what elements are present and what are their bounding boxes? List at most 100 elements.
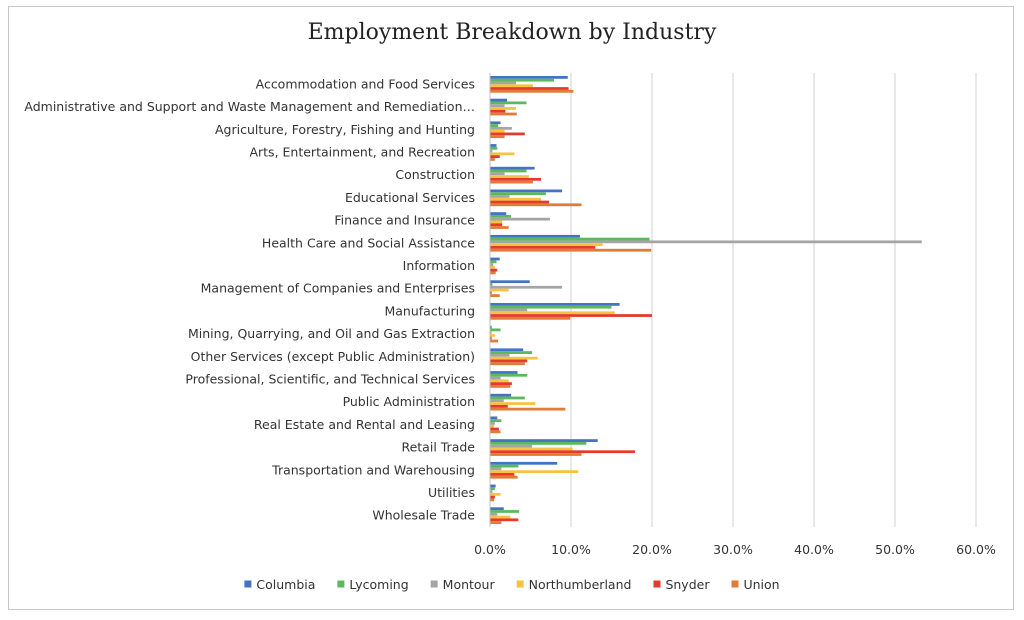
bar bbox=[490, 172, 505, 176]
bar bbox=[490, 223, 503, 227]
bar bbox=[490, 87, 569, 90]
bar bbox=[490, 257, 500, 261]
bar bbox=[490, 263, 494, 266]
bar bbox=[490, 336, 492, 340]
bar bbox=[490, 129, 505, 133]
x-tick-label: 60.0% bbox=[956, 542, 996, 557]
legend-label: Northumberland bbox=[529, 577, 632, 592]
bar bbox=[490, 144, 497, 147]
legend-label: Union bbox=[743, 577, 779, 592]
bar bbox=[490, 212, 507, 215]
bar bbox=[490, 424, 495, 428]
bar bbox=[490, 362, 525, 366]
bar bbox=[490, 109, 506, 113]
bar bbox=[490, 89, 574, 93]
bar bbox=[490, 402, 536, 405]
bar bbox=[490, 359, 528, 363]
bar bbox=[490, 240, 922, 244]
bar bbox=[490, 121, 501, 125]
bar bbox=[490, 453, 582, 456]
bar bbox=[490, 487, 495, 491]
bar bbox=[490, 328, 501, 332]
bar bbox=[490, 101, 527, 105]
bar bbox=[490, 271, 496, 275]
bar bbox=[490, 334, 495, 337]
bar bbox=[490, 351, 533, 354]
bar bbox=[490, 507, 504, 511]
category-label: Wholesale Trade bbox=[372, 508, 475, 523]
bar bbox=[490, 356, 538, 360]
bar bbox=[490, 316, 571, 320]
category-label: Educational Services bbox=[345, 190, 475, 205]
category-label: Other Services (except Public Administra… bbox=[191, 349, 475, 364]
bar bbox=[490, 283, 493, 286]
bar bbox=[490, 376, 501, 380]
bar bbox=[490, 192, 546, 196]
bar bbox=[490, 461, 558, 465]
bar bbox=[490, 308, 528, 312]
bar bbox=[490, 288, 509, 292]
category-label: Arts, Entertainment, and Recreation bbox=[249, 144, 475, 159]
bar bbox=[490, 260, 497, 264]
bar bbox=[490, 291, 492, 295]
bar bbox=[490, 353, 510, 357]
category-label: Manufacturing bbox=[384, 303, 475, 318]
category-label: Accommodation and Food Services bbox=[256, 76, 475, 91]
bar bbox=[490, 441, 587, 445]
bar bbox=[490, 166, 535, 170]
legend-swatch bbox=[653, 580, 661, 588]
bar bbox=[490, 303, 620, 306]
bar bbox=[490, 475, 518, 479]
category-label: Professional, Scientific, and Technical … bbox=[185, 371, 475, 386]
category-label: Information bbox=[403, 258, 475, 273]
bar bbox=[490, 399, 504, 403]
x-tick-labels: 0.0% 10.0% 20.0% 30.0% 40.0% 50.0% 60.0% bbox=[474, 542, 996, 557]
legend-swatch bbox=[731, 580, 739, 588]
bar bbox=[490, 226, 509, 229]
category-label: Public Administration bbox=[343, 394, 475, 409]
bar bbox=[490, 404, 508, 408]
legend-label: Lycoming bbox=[349, 577, 408, 592]
bar bbox=[490, 450, 635, 454]
bar bbox=[490, 515, 511, 519]
category-label: Mining, Quarrying, and Oil and Gas Extra… bbox=[188, 326, 475, 341]
legend-swatch bbox=[516, 580, 524, 588]
bar bbox=[490, 285, 563, 289]
legend-swatch bbox=[337, 580, 345, 588]
bar bbox=[490, 373, 528, 377]
bar bbox=[490, 78, 554, 82]
x-tick-label: 50.0% bbox=[875, 542, 915, 557]
bar bbox=[490, 124, 499, 127]
bar bbox=[490, 484, 496, 488]
bar bbox=[490, 492, 501, 496]
category-label: Construction bbox=[395, 167, 475, 182]
bar bbox=[490, 348, 524, 352]
bar bbox=[490, 107, 516, 110]
bar bbox=[490, 195, 510, 198]
bar bbox=[490, 214, 512, 218]
bar bbox=[490, 393, 512, 397]
bar bbox=[490, 495, 495, 499]
bar bbox=[490, 311, 615, 315]
category-label: Agriculture, Forestry, Fishing and Hunti… bbox=[215, 122, 475, 137]
x-tick-label: 20.0% bbox=[632, 542, 672, 557]
x-tick-label: 0.0% bbox=[474, 542, 506, 557]
bar bbox=[490, 339, 499, 343]
bar bbox=[490, 203, 582, 207]
bar bbox=[490, 331, 492, 335]
category-label: Utilities bbox=[428, 485, 475, 500]
bar bbox=[490, 521, 502, 524]
bar bbox=[490, 439, 598, 442]
category-label: Retail Trade bbox=[401, 440, 475, 455]
bar bbox=[490, 294, 500, 297]
bar bbox=[490, 464, 519, 468]
legend-swatch bbox=[244, 580, 252, 588]
bar bbox=[490, 132, 525, 136]
legend-label: Snyder bbox=[665, 577, 710, 592]
legend-label: Columbia bbox=[256, 577, 315, 592]
bar bbox=[490, 177, 542, 181]
bar bbox=[490, 104, 505, 108]
bar bbox=[490, 189, 563, 193]
bar bbox=[490, 470, 579, 474]
bar bbox=[490, 146, 498, 150]
